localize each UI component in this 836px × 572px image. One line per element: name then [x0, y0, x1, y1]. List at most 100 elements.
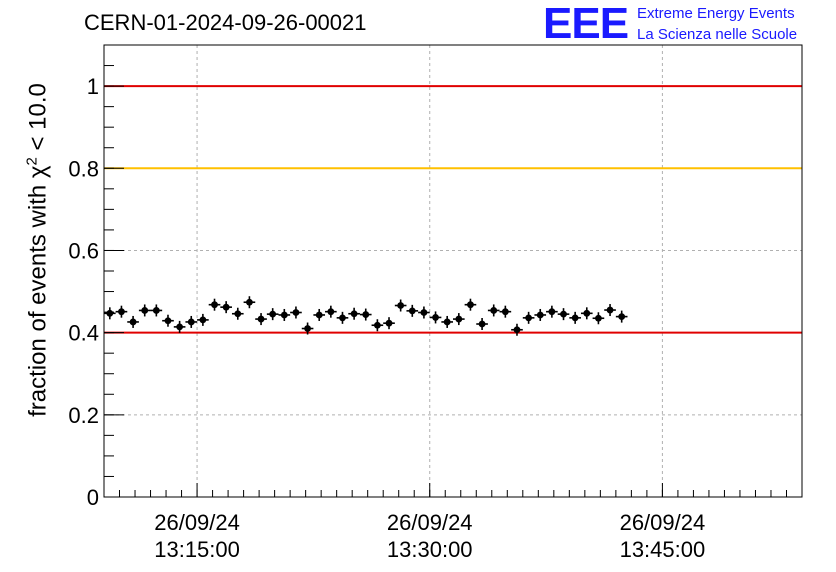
data-point [325, 305, 337, 318]
y-axis-label: fraction of events with χ2 < 10.0 [24, 83, 53, 417]
data-point [406, 304, 419, 317]
reference-lines [104, 85, 802, 334]
data-point [418, 306, 430, 319]
y-tick-label: 1 [87, 74, 99, 99]
data-point [487, 304, 500, 317]
data-point [301, 322, 314, 335]
axis-ticks [103, 44, 803, 498]
point-marker [106, 309, 114, 317]
point-marker [280, 311, 288, 319]
data-point [615, 310, 628, 323]
data-point [115, 305, 128, 318]
point-marker [257, 315, 265, 323]
point-marker [467, 301, 474, 309]
point-marker [420, 309, 428, 316]
point-marker [211, 301, 218, 309]
data-point [173, 320, 186, 333]
point-marker [164, 317, 172, 325]
point-marker [350, 310, 358, 318]
data-point [429, 311, 442, 324]
data-point [162, 314, 174, 327]
point-marker [606, 306, 614, 314]
data-point [104, 307, 116, 320]
data-point [580, 307, 593, 320]
data-point [592, 312, 605, 325]
point-marker [152, 307, 160, 314]
point-marker [595, 314, 602, 322]
point-marker [443, 318, 451, 326]
y-axis-label-suffix: < 10.0 [24, 83, 52, 158]
data-point [278, 308, 291, 321]
x-tick-labels: 26/09/2413:15:0026/09/2413:30:0026/09/24… [154, 510, 705, 562]
data-point [534, 308, 547, 321]
point-marker [118, 308, 125, 316]
data-point [557, 308, 570, 321]
data-point [359, 308, 372, 321]
point-marker [571, 314, 579, 322]
logo-line-1: Extreme Energy Events [637, 5, 795, 22]
data-point [511, 323, 523, 336]
plot-frame [103, 44, 803, 498]
point-marker [234, 310, 242, 318]
y-tick-label: 0 [87, 485, 99, 510]
data-point [546, 305, 558, 318]
data-point [243, 296, 256, 309]
y-tick-label: 0.4 [68, 321, 99, 346]
point-marker [536, 311, 544, 319]
data-point [185, 315, 198, 328]
data-point [208, 298, 221, 311]
x-tick-time-label: 13:45:00 [620, 537, 706, 562]
point-marker [478, 320, 486, 328]
data-points [104, 296, 628, 336]
point-marker [141, 307, 149, 314]
data-point [394, 299, 407, 312]
data-point [138, 304, 151, 317]
point-marker [525, 314, 533, 322]
point-marker [618, 313, 626, 321]
data-point [220, 301, 232, 314]
point-marker [327, 308, 335, 316]
y-axis-label-prefix: fraction of events with [24, 178, 52, 417]
x-tick-date-label: 26/09/24 [620, 510, 706, 535]
point-marker [501, 308, 509, 316]
data-point [383, 317, 395, 330]
y-tick-label: 0.8 [68, 156, 99, 181]
data-point [313, 308, 326, 321]
data-point [604, 304, 616, 317]
x-tick-date-label: 26/09/24 [387, 510, 473, 535]
point-marker [397, 302, 405, 309]
data-point [150, 304, 163, 317]
data-point [255, 313, 267, 326]
data-point [522, 311, 535, 324]
run-title: CERN-01-2024-09-26-00021 [84, 10, 367, 35]
y-tick-label: 0.6 [68, 238, 99, 263]
point-marker [292, 309, 300, 316]
point-marker [129, 318, 137, 326]
x-tick-time-label: 13:15:00 [154, 537, 240, 562]
y-axis-label-exponent: 2 [23, 157, 41, 166]
point-marker [513, 326, 521, 334]
point-marker [385, 319, 393, 327]
point-marker [432, 314, 439, 321]
point-marker [222, 303, 230, 311]
data-point [231, 307, 244, 320]
logo-mark-text: EEE [543, 0, 629, 48]
data-point [266, 308, 279, 321]
point-marker [548, 308, 556, 316]
logo-line-2: La Scienza nelle Scuole [637, 26, 798, 43]
data-point [197, 313, 209, 326]
y-tick-labels: 0 0.2 0.4 0.6 0.8 1 [68, 74, 99, 510]
data-point [476, 318, 488, 331]
point-marker [455, 315, 463, 323]
x-tick-date-label: 26/09/24 [154, 510, 240, 535]
point-marker [187, 318, 195, 326]
point-marker [304, 325, 311, 332]
grid-lines [104, 45, 802, 497]
data-point [127, 315, 139, 328]
data-point [453, 313, 465, 326]
data-point [290, 306, 302, 319]
point-marker [176, 323, 184, 331]
data-point [371, 319, 384, 332]
point-marker [269, 310, 277, 318]
